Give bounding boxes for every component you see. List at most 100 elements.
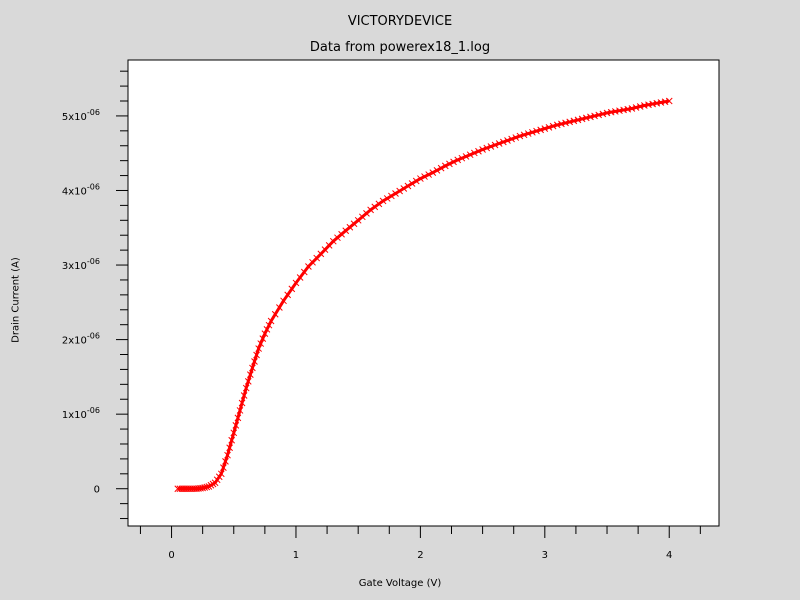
- data-point-marker: [244, 378, 252, 385]
- data-point-marker: [280, 297, 287, 305]
- data-point-marker: [238, 399, 246, 407]
- data-point-marker: [255, 345, 262, 352]
- data-point-marker: [412, 177, 420, 185]
- data-point-marker: [562, 119, 569, 127]
- data-point-marker: [665, 97, 673, 105]
- data-point-marker: [211, 479, 219, 487]
- data-point-marker: [537, 126, 545, 134]
- data-point-marker: [574, 116, 582, 124]
- data-point-marker: [226, 444, 233, 452]
- data-point-marker: [462, 153, 470, 160]
- data-point-marker: [217, 470, 225, 478]
- data-point-marker: [251, 358, 258, 365]
- data-point-marker: [524, 130, 532, 137]
- data-point-marker: [404, 182, 412, 190]
- data-point-marker: [271, 310, 279, 318]
- data-point-marker: [433, 166, 441, 174]
- x-tick-label: 4: [666, 550, 672, 561]
- data-point-marker: [587, 113, 594, 121]
- data-point-marker: [632, 104, 640, 111]
- data-point-marker: [249, 364, 256, 372]
- data-point-marker: [222, 458, 229, 465]
- data-point-marker: [242, 384, 250, 392]
- data-point-marker: [599, 110, 607, 118]
- y-axis-label: Drain Current (A): [10, 257, 22, 343]
- data-point-marker: [392, 190, 399, 197]
- x-tick-label: 3: [542, 550, 548, 561]
- data-point-marker: [300, 268, 308, 276]
- data-point-marker: [450, 158, 457, 166]
- data-point-marker: [379, 197, 387, 205]
- data-point-marker: [396, 187, 404, 195]
- x-axis: 0 1 2 3 4: [139, 526, 701, 561]
- data-point-marker: [203, 483, 211, 491]
- data-point-marker: [292, 279, 300, 287]
- data-point-marker: [495, 140, 503, 147]
- data-point-marker: [408, 180, 416, 187]
- data-point-marker: [570, 117, 578, 125]
- data-point-marker: [265, 321, 273, 329]
- data-point-marker: [284, 291, 292, 299]
- data-point-marker: [220, 464, 227, 471]
- data-point-marker: [257, 340, 265, 347]
- data-point-marker: [234, 414, 242, 422]
- data-point-marker: [470, 149, 478, 157]
- data-point-marker: [367, 206, 374, 214]
- data-point-marker: [276, 304, 283, 311]
- y-tick-label: 2x10-06: [62, 332, 100, 347]
- data-point-marker: [483, 144, 491, 152]
- data-point-marker: [466, 151, 474, 159]
- data-point-marker: [441, 162, 449, 170]
- data-point-marker: [541, 125, 549, 132]
- y-tick-label: 4x10-06: [62, 182, 100, 197]
- data-point-marker: [454, 156, 462, 164]
- data-point-marker: [578, 115, 586, 123]
- data-point-marker: [516, 132, 524, 140]
- data-point-marker: [591, 112, 598, 120]
- series-layer: [174, 97, 673, 493]
- data-point-marker: [512, 134, 520, 141]
- data-point-marker: [261, 330, 269, 337]
- y-tick-label: 3x10-06: [62, 257, 100, 272]
- data-point-marker: [628, 105, 636, 112]
- data-point-marker: [259, 335, 267, 342]
- data-point-marker: [636, 103, 644, 110]
- data-point-marker: [400, 185, 408, 192]
- data-point-marker: [553, 121, 561, 129]
- data-point-marker: [504, 137, 511, 144]
- data-point-marker: [246, 371, 254, 378]
- y-tick-label: 5x10-06: [62, 108, 100, 123]
- data-point-marker: [263, 326, 271, 333]
- data-point-marker: [267, 317, 275, 325]
- chart-subtitle: Data from powerex18_1.log: [309, 40, 491, 55]
- x-axis-label: Gate Voltage (V): [358, 578, 442, 589]
- data-point-marker: [425, 171, 433, 178]
- y-tick-label: 1x10-06: [62, 406, 100, 421]
- data-point-marker: [529, 128, 536, 136]
- data-point-marker: [499, 138, 507, 146]
- data-point-marker: [458, 154, 466, 162]
- data-point-marker: [566, 118, 574, 126]
- data-point-marker: [296, 274, 304, 281]
- data-point-marker: [437, 164, 445, 172]
- x-tick-label: 0: [168, 550, 174, 561]
- data-point-marker: [508, 135, 515, 143]
- data-point-marker: [224, 451, 231, 459]
- data-point-marker: [417, 175, 424, 182]
- data-point-marker: [199, 484, 207, 492]
- data-point-marker: [558, 120, 565, 128]
- y-axis: 0 1x10-06 2x10-06 3x10-06 4x10-06 5x10-06: [62, 70, 128, 520]
- data-point-marker: [371, 203, 379, 211]
- data-point-marker: [388, 192, 395, 200]
- data-point-marker: [487, 143, 495, 150]
- data-point-marker: [236, 407, 244, 414]
- data-point-marker: [479, 146, 486, 153]
- data-point-marker: [545, 123, 553, 131]
- data-point-marker: [215, 473, 223, 481]
- data-point-marker: [230, 429, 238, 437]
- y-tick-label: 0: [94, 485, 100, 496]
- data-point-marker: [475, 147, 482, 155]
- data-point-marker: [201, 484, 209, 491]
- data-point-marker: [213, 476, 221, 484]
